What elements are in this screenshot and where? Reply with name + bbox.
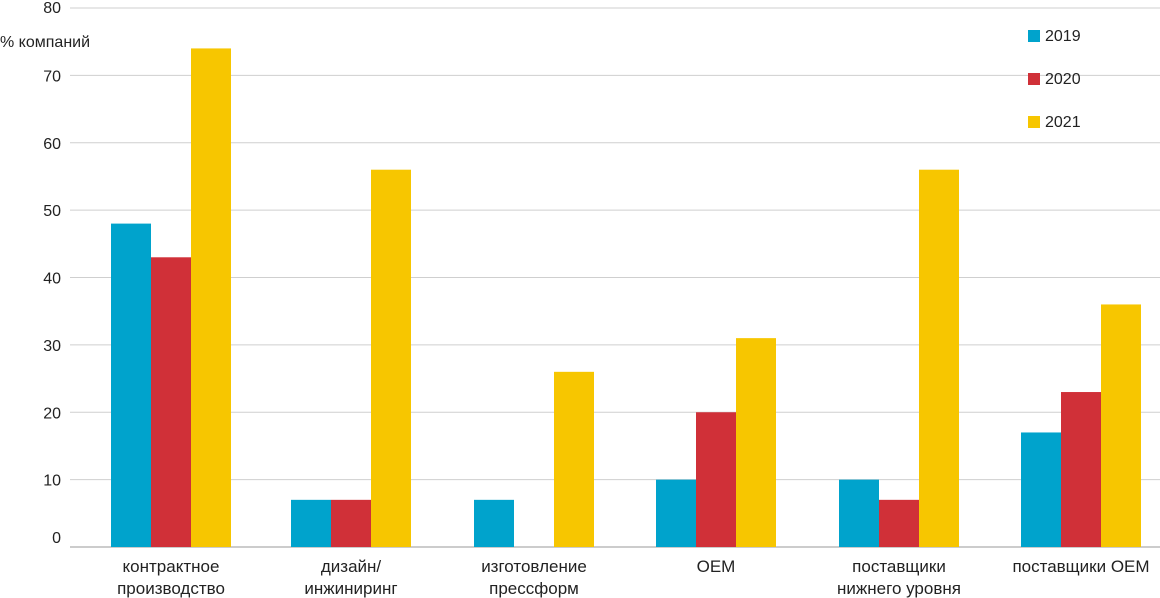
- category-label: нижнего уровня: [837, 579, 961, 598]
- y-tick-label: 20: [43, 405, 61, 422]
- category-label: дизайн/: [321, 557, 382, 576]
- bar-2021-5: [1101, 304, 1141, 547]
- category-label: OEM: [697, 557, 736, 576]
- bar-2020-0: [151, 257, 191, 547]
- bar-2019-0: [111, 223, 151, 547]
- category-labels: контрактное производство дизайн/инжиниринг…: [117, 557, 1149, 598]
- bar-2021-3: [736, 338, 776, 547]
- y-tick-label: 80: [43, 0, 61, 17]
- legend-swatch-2020: [1028, 73, 1040, 85]
- bar-2020-5: [1061, 392, 1101, 547]
- legend-label: 2020: [1045, 71, 1081, 88]
- legend: 2019 2020 2021: [1028, 28, 1081, 131]
- bar-2020-4: [879, 499, 919, 547]
- bar-2021-2: [554, 371, 594, 547]
- y-tick-label: 10: [43, 473, 61, 490]
- y-axis-label: % компаний: [0, 34, 90, 51]
- legend-label: 2021: [1045, 114, 1081, 131]
- y-tick-label: 60: [43, 136, 61, 153]
- category-label: контрактное: [123, 557, 220, 576]
- bar-2020-1: [331, 499, 371, 547]
- y-tick-label: 50: [43, 203, 61, 220]
- legend-label: 2019: [1045, 28, 1081, 45]
- bar-2019-1: [291, 499, 331, 547]
- y-tick-label: 30: [43, 338, 61, 355]
- y-axis-ticks: 0 10 20 30 40 50 60 70 80: [43, 0, 61, 547]
- bar-2019-4: [839, 479, 879, 547]
- bar-2021-1: [371, 169, 411, 547]
- bar-2021-0: [191, 48, 231, 548]
- category-label: поставщики OEM: [1012, 557, 1149, 576]
- y-tick-label: 70: [43, 68, 61, 85]
- category-label: инжиниринг: [304, 579, 397, 598]
- y-tick-label: 0: [52, 530, 61, 547]
- bar-2020-3: [696, 412, 736, 547]
- bar-2019-3: [656, 479, 696, 547]
- category-label: поставщики: [852, 557, 946, 576]
- bar-2019-2: [474, 499, 514, 547]
- bar-2019-5: [1021, 432, 1061, 547]
- legend-swatch-2021: [1028, 116, 1040, 128]
- legend-swatch-2019: [1028, 30, 1040, 42]
- bars: [111, 48, 1141, 548]
- category-label: прессформ: [489, 579, 579, 598]
- y-tick-label: 40: [43, 271, 61, 288]
- category-label: изготовление: [481, 557, 587, 576]
- bar-2021-4: [919, 169, 959, 547]
- gridlines: [70, 7, 1160, 548]
- category-label: производство: [117, 579, 225, 598]
